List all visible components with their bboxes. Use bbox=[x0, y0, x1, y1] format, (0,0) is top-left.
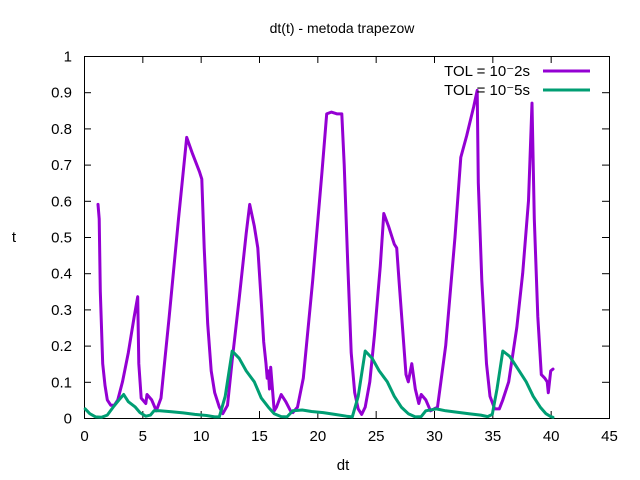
legend: TOL = 10⁻2s TOL = 10⁻5s bbox=[444, 63, 590, 99]
x-tick-label: 45 bbox=[601, 428, 618, 445]
y-tick-label: 0.7 bbox=[51, 157, 72, 174]
x-tick-label: 15 bbox=[251, 428, 268, 445]
series-layer bbox=[83, 88, 555, 419]
x-tick-label: 10 bbox=[193, 428, 210, 445]
x-tick-label: 20 bbox=[309, 428, 326, 445]
series-line-1 bbox=[96, 88, 555, 416]
y-tick-label: 0.3 bbox=[51, 302, 72, 319]
legend-label: TOL = 10⁻2s bbox=[444, 63, 530, 80]
x-tick-label: 30 bbox=[426, 428, 443, 445]
y-tick-label: 0.9 bbox=[51, 85, 72, 102]
y-tick-label: 0.8 bbox=[51, 121, 72, 138]
x-tick-label: 0 bbox=[80, 428, 88, 445]
y-tick-label: 0 bbox=[64, 411, 72, 428]
x-axis-label: dt bbox=[337, 457, 350, 474]
y-tick-label: 0.2 bbox=[51, 338, 72, 355]
y-axis-label: t bbox=[12, 229, 17, 246]
y-tick-label: 0.5 bbox=[51, 230, 72, 247]
y-tick-label: 1 bbox=[64, 49, 72, 66]
x-tick-label: 25 bbox=[368, 428, 385, 445]
x-tick-label: 35 bbox=[484, 428, 501, 445]
axis-ticks: 0 5 10 15 20 25 30 35 40 45 0 0.1 0.2 0.3 0.4 0.5 0.6 0.7… bbox=[51, 49, 618, 446]
chart-title: dt(t) - metoda trapezow bbox=[270, 20, 416, 36]
y-tick-label: 0.4 bbox=[51, 266, 72, 283]
x-tick-label: 40 bbox=[543, 428, 560, 445]
series-line-2 bbox=[83, 349, 555, 419]
x-tick-label: 5 bbox=[139, 428, 147, 445]
y-tick-label: 0.1 bbox=[51, 374, 72, 391]
y-tick-label: 0.6 bbox=[51, 193, 72, 210]
legend-label: TOL = 10⁻5s bbox=[444, 82, 530, 99]
